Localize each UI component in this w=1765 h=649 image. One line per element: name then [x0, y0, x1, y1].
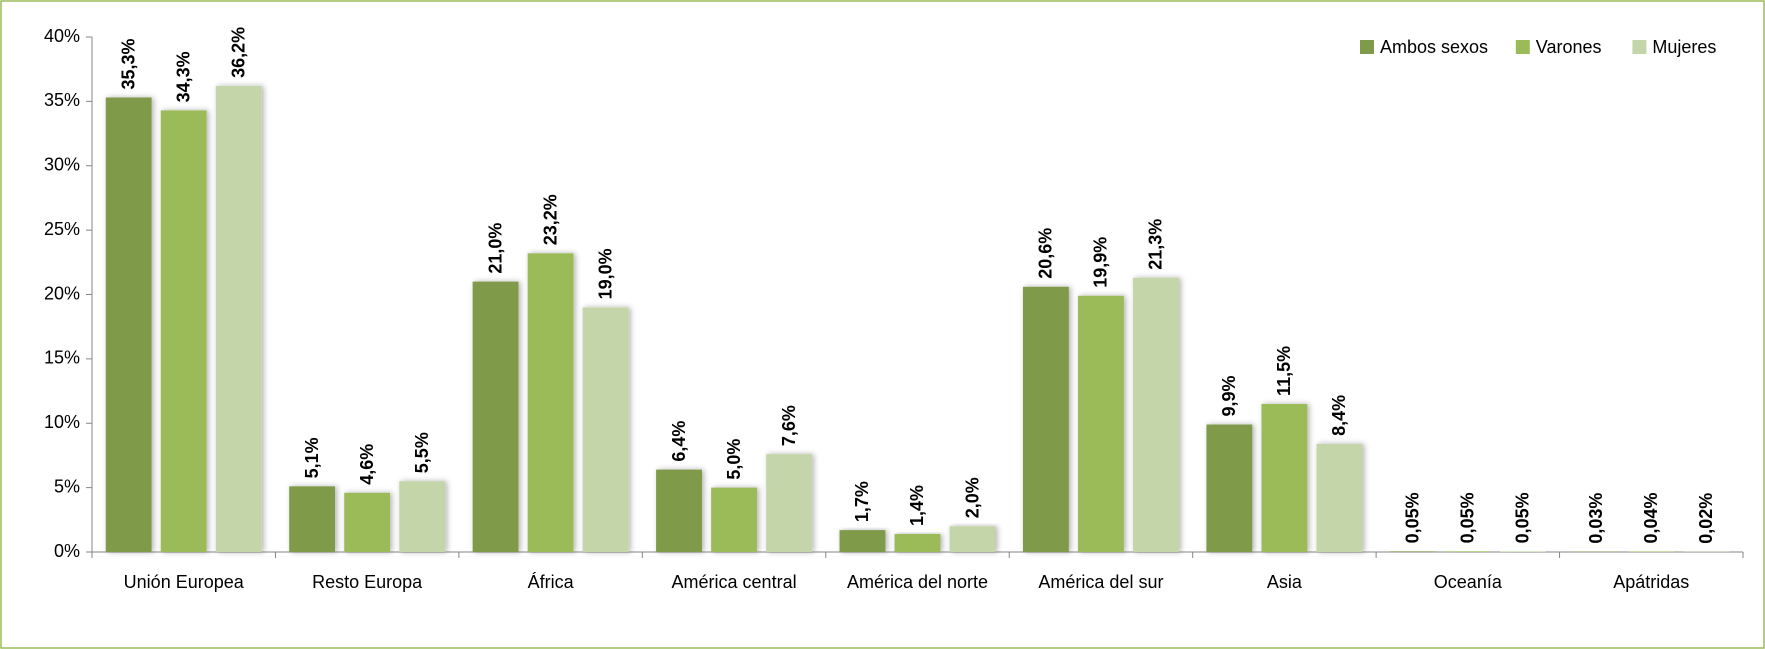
bar	[1078, 295, 1124, 552]
x-tick-label: Unión Europea	[124, 572, 245, 592]
legend-label: Mujeres	[1652, 37, 1716, 57]
x-tick-label: Resto Europa	[312, 572, 423, 592]
x-tick-label: Apátridas	[1613, 572, 1689, 592]
x-tick-label: América del norte	[847, 572, 988, 592]
value-label: 11,5%	[1274, 346, 1294, 396]
bar	[1133, 277, 1179, 552]
value-label: 19,0%	[595, 248, 615, 299]
value-label: 2,0%	[962, 477, 982, 518]
bar	[160, 110, 207, 552]
value-label: 0,04%	[1641, 492, 1661, 543]
value-label: 9,9%	[1219, 376, 1239, 417]
bar	[527, 253, 574, 553]
value-label: 23,2%	[540, 194, 560, 245]
legend-swatch	[1515, 40, 1530, 54]
value-label: 1,4%	[907, 485, 927, 526]
value-label: 35,3%	[118, 38, 138, 89]
legend: Ambos sexos Varones Mujeres	[1360, 37, 1716, 57]
value-label: 6,4%	[669, 421, 689, 462]
y-tick-label: 5%	[54, 476, 80, 496]
value-label: 0,05%	[1403, 492, 1423, 543]
legend-label: Ambos sexos	[1380, 37, 1488, 57]
y-tick-label: 0%	[54, 541, 80, 561]
value-label: 1,7%	[852, 481, 872, 522]
value-label: 5,1%	[302, 437, 322, 478]
value-label: 21,0%	[485, 223, 505, 274]
value-label: 34,3%	[173, 51, 193, 102]
value-label: 21,3%	[1146, 219, 1166, 270]
value-label: 7,6%	[779, 405, 799, 446]
value-label: 8,4%	[1329, 395, 1349, 436]
x-tick-label: Asia	[1267, 572, 1303, 592]
bar	[1389, 551, 1436, 552]
value-label: 5,5%	[412, 432, 432, 473]
y-tick-label: 10%	[44, 412, 80, 432]
bar	[839, 530, 886, 552]
value-label: 4,6%	[357, 444, 377, 485]
value-label: 0,02%	[1696, 493, 1716, 544]
y-tick-label: 20%	[44, 283, 80, 303]
legend-swatch	[1632, 40, 1647, 54]
bar	[399, 481, 446, 552]
bar	[1628, 551, 1675, 552]
value-label: 0,05%	[1458, 492, 1478, 543]
x-tick-label: América central	[672, 572, 797, 592]
value-label: 36,2%	[229, 27, 249, 78]
x-tick-label: África	[528, 572, 575, 592]
bar	[1206, 424, 1253, 552]
y-tick-label: 40%	[44, 26, 80, 46]
bar	[766, 454, 813, 552]
x-tick-label: América del sur	[1038, 572, 1163, 592]
value-label: 0,05%	[1513, 492, 1533, 543]
legend-swatch	[1360, 40, 1374, 54]
bar	[949, 526, 996, 552]
y-tick-label: 30%	[44, 155, 80, 175]
bar	[656, 469, 702, 552]
y-tick-label: 25%	[44, 219, 80, 239]
bar	[289, 486, 336, 552]
bar	[582, 307, 629, 552]
y-tick-label: 35%	[44, 90, 80, 110]
y-tick-label: 15%	[44, 348, 80, 368]
bar	[1022, 286, 1069, 552]
value-label: 5,0%	[724, 439, 744, 480]
value-label: 0,03%	[1586, 493, 1606, 544]
bar	[1444, 551, 1491, 552]
bar	[1499, 551, 1546, 552]
value-label: 20,6%	[1036, 228, 1056, 279]
bar	[472, 281, 519, 552]
bar	[1261, 403, 1308, 552]
bar	[344, 492, 391, 552]
value-label: 19,9%	[1091, 237, 1111, 288]
bar	[215, 85, 262, 553]
bar	[105, 97, 152, 552]
bar	[711, 487, 757, 552]
bar	[1316, 443, 1363, 552]
x-tick-label: Oceanía	[1434, 572, 1503, 592]
legend-label: Varones	[1536, 37, 1602, 57]
bar	[894, 533, 941, 552]
